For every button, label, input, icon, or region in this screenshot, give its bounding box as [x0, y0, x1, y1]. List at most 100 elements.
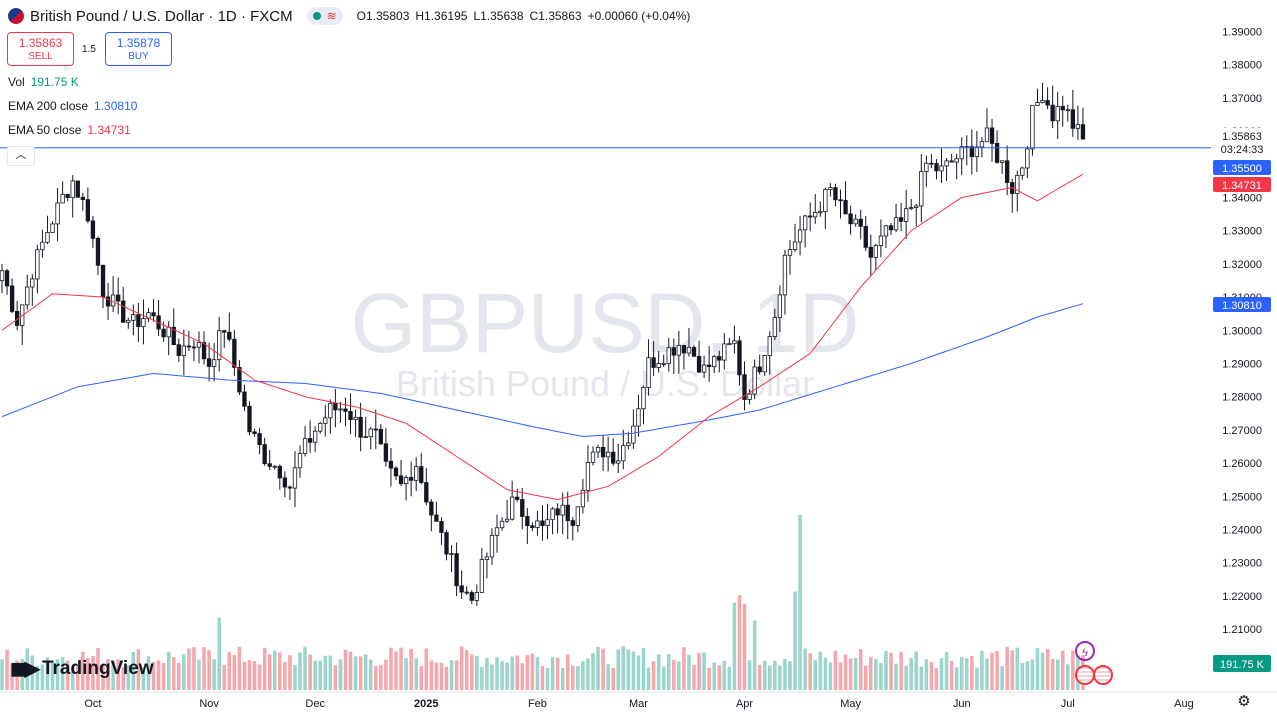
- indicator-ema50[interactable]: EMA 50 close 1.34731: [8, 123, 131, 137]
- sell-button[interactable]: 1.35863 SELL: [7, 32, 74, 66]
- candle-down: [651, 357, 656, 368]
- volume-bar: [853, 657, 858, 690]
- symbol-title[interactable]: British Pound / U.S. Dollar · 1D · FXCM: [30, 7, 293, 25]
- candle-up: [626, 442, 631, 447]
- volume-bar: [449, 660, 454, 690]
- tv-logo-icon: ◼▶: [10, 658, 40, 680]
- candle-up: [914, 205, 919, 208]
- volume-bar: [712, 662, 716, 690]
- volume-bar: [389, 647, 393, 690]
- candle-down: [227, 331, 232, 340]
- y-tick-label: 1.24000: [1222, 525, 1262, 537]
- price-label: 1.30810: [1222, 300, 1262, 312]
- volume-bar: [101, 665, 105, 690]
- candle-up: [959, 146, 964, 160]
- y-tick-label: 1.23000: [1222, 558, 1262, 570]
- candle-down: [121, 300, 126, 323]
- indicator-ema200[interactable]: EMA 200 close 1.30810: [8, 99, 138, 113]
- volume-bar: [40, 664, 45, 690]
- volume-bar: [379, 664, 383, 690]
- candle-down: [161, 328, 166, 338]
- market-status-badge[interactable]: ≋: [306, 7, 343, 25]
- volume-bar: [419, 666, 424, 690]
- spark-icon[interactable]: ϟ: [1075, 641, 1095, 661]
- volume-bar: [262, 647, 267, 690]
- candle-up: [474, 592, 479, 601]
- volume-bar: [151, 661, 156, 690]
- volume-bar: [1040, 652, 1045, 690]
- spread-value: 1.5: [82, 44, 96, 55]
- candle-up: [924, 162, 929, 172]
- volume-bar: [975, 667, 979, 690]
- candle-up: [1075, 124, 1081, 129]
- y-tick-label: 1.21000: [1222, 624, 1262, 636]
- candle-up: [802, 215, 808, 231]
- candle-down: [444, 532, 449, 555]
- candle-up: [484, 556, 490, 560]
- candle-up: [313, 430, 318, 443]
- candle-down: [378, 429, 384, 445]
- flags-icon[interactable]: [1075, 665, 1115, 687]
- y-tick-label: 1.34000: [1222, 193, 1262, 205]
- candle-down: [671, 347, 676, 356]
- ema50-line: [1, 173, 1084, 501]
- candle-up: [676, 345, 682, 356]
- gbp-usd-flag-icon: [8, 8, 24, 24]
- candle-up: [292, 467, 298, 489]
- buy-button[interactable]: 1.35878 BUY: [105, 32, 172, 66]
- candle-up: [403, 477, 409, 484]
- volume-label-bg: [1213, 655, 1271, 672]
- candle-up: [181, 345, 187, 356]
- volume-bar: [646, 667, 651, 690]
- y-tick-label: 1.37000: [1222, 93, 1262, 105]
- candle-down: [252, 431, 257, 434]
- gear-icon[interactable]: ⚙: [1237, 693, 1251, 710]
- volume-bar: [823, 657, 828, 690]
- sell-label: SELL: [28, 51, 53, 62]
- volume-bar: [96, 648, 100, 690]
- indicator-volume[interactable]: Vol 191.75 K: [8, 75, 79, 89]
- volume-bar: [747, 660, 752, 690]
- volume-bar: [368, 659, 373, 690]
- volume-bar: [333, 665, 338, 690]
- volume-bar: [884, 650, 888, 690]
- candle-down: [540, 520, 545, 526]
- volume-bar: [555, 657, 560, 690]
- candle-down: [247, 405, 252, 433]
- candle-down: [262, 444, 267, 465]
- candle-down: [171, 326, 176, 346]
- candle-up: [479, 559, 485, 593]
- volume-bar: [550, 657, 555, 690]
- volume-bar: [833, 650, 838, 690]
- candle-up: [494, 527, 500, 536]
- x-tick-label: Jul: [1061, 698, 1075, 710]
- volume-bar: [510, 656, 514, 690]
- volume-bar: [515, 655, 519, 690]
- candle-up: [722, 343, 727, 361]
- candle-up: [873, 245, 879, 258]
- candle-down: [530, 525, 535, 528]
- y-tick-label: 1.29000: [1222, 359, 1262, 371]
- candle-down: [398, 475, 404, 484]
- candle-up: [944, 160, 949, 167]
- volume-label: 191.75 K: [1220, 659, 1265, 671]
- volume-bar: [661, 666, 666, 690]
- candle-down: [80, 196, 85, 201]
- candle-down: [1005, 160, 1010, 183]
- volume-bar: [257, 664, 262, 690]
- volume-bar: [788, 661, 792, 690]
- volume-bar: [136, 649, 141, 690]
- volume-bar: [848, 658, 853, 690]
- candle-down: [1070, 109, 1076, 129]
- volume-bar: [626, 649, 631, 690]
- volume-bar: [252, 660, 257, 690]
- volume-bar: [111, 663, 115, 690]
- collapse-arrow-icon[interactable]: ︿: [7, 146, 35, 166]
- candle-up: [535, 520, 540, 528]
- candle-up: [666, 347, 671, 364]
- volume-bar: [803, 648, 807, 690]
- candle-up: [110, 294, 116, 307]
- volume-bar: [651, 661, 656, 690]
- candle-up: [272, 465, 277, 468]
